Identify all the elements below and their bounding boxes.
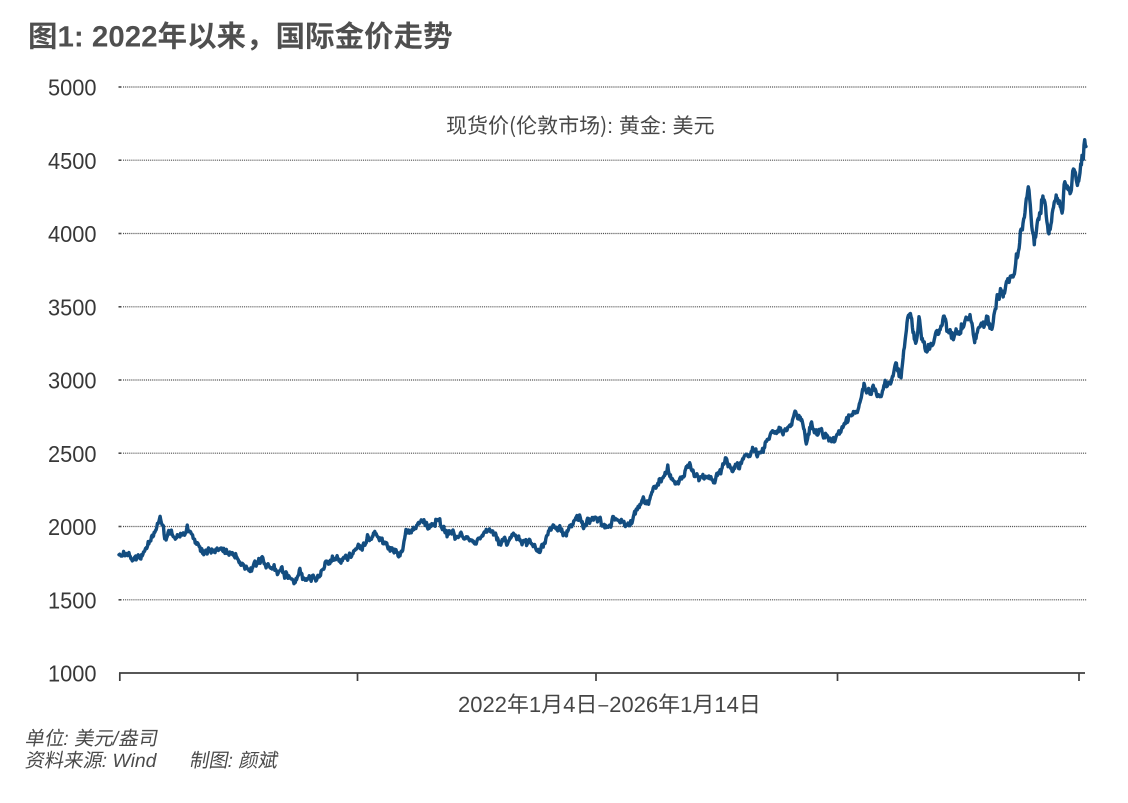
svg-text:1500: 1500: [48, 587, 97, 613]
svg-text:3000: 3000: [48, 368, 97, 394]
svg-text:4000: 4000: [48, 221, 97, 247]
svg-text:2500: 2500: [48, 441, 97, 467]
svg-text:4500: 4500: [48, 148, 97, 174]
svg-text:5000: 5000: [48, 75, 97, 101]
svg-text:2000: 2000: [48, 514, 97, 540]
svg-text:1000: 1000: [48, 661, 97, 687]
svg-text:3500: 3500: [48, 294, 97, 320]
